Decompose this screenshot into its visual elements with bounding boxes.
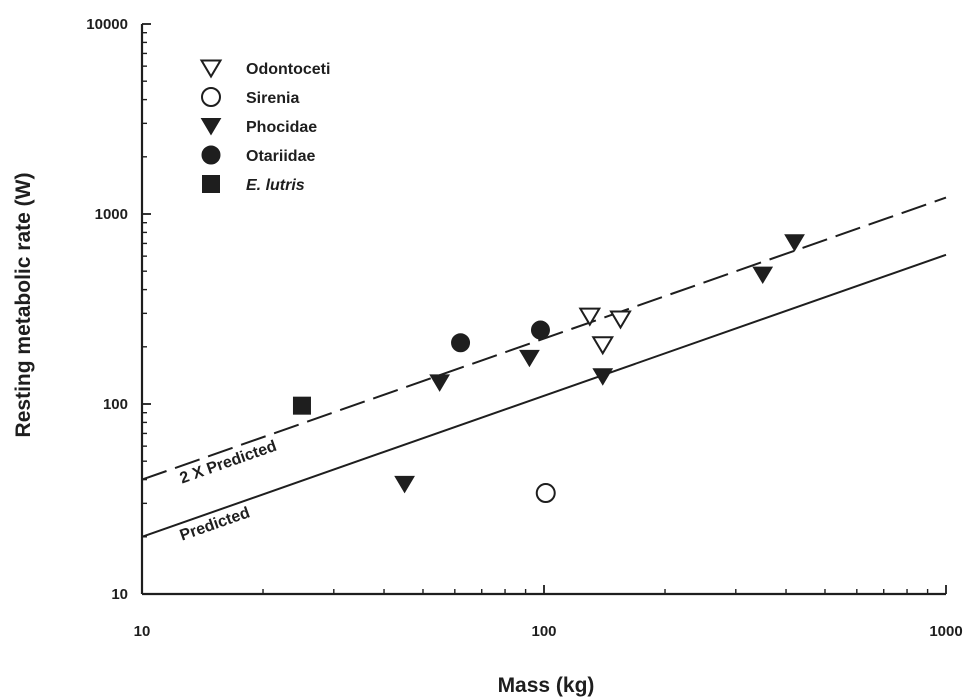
y-tick-label: 10 — [111, 586, 128, 603]
odontoceti-point — [591, 336, 615, 356]
legend-marker-otariidae — [201, 145, 221, 165]
x-tick-label: 100 — [531, 623, 556, 640]
x-axis-title: Mass (kg) — [498, 674, 595, 697]
legend-marker-sirenia — [201, 87, 221, 107]
phocidae-point — [429, 374, 451, 392]
legend: Odontoceti Sirenia Phocidae Otariidae E. lut… — [199, 59, 330, 194]
e-lutris-point — [292, 396, 311, 415]
data-points — [292, 234, 805, 504]
legend-label-phocidae: Phocidae — [246, 119, 317, 136]
odontoceti-point — [609, 310, 632, 330]
y-tick-label: 10000 — [86, 16, 128, 33]
legend-label-odontoceti: Odontoceti — [246, 61, 330, 78]
y-tick-label: 100 — [103, 396, 128, 413]
legend-label-otariidae: Otariidae — [246, 148, 315, 165]
legend-marker-e-lutris — [202, 175, 220, 193]
phocidae-point — [784, 234, 805, 252]
legend-label-sirenia: Sirenia — [246, 90, 299, 107]
legend-label-e-lutris: E. lutris — [246, 177, 305, 194]
x-tick-label: 1000 — [929, 623, 962, 640]
predicted-line — [141, 253, 947, 538]
legend-marker-odontoceti — [199, 59, 223, 79]
axes: 10 100 1000 10 100 1000 10000 — [86, 16, 962, 640]
otariidae-point — [451, 333, 471, 353]
y-axis-title: Resting metabolic rate (W) — [12, 173, 35, 438]
otariidae-point — [530, 320, 550, 340]
odontoceti-point — [578, 307, 602, 327]
legend-marker-phocidae — [200, 118, 222, 136]
phocidae-point — [519, 349, 540, 368]
y-tick-label: 1000 — [95, 206, 128, 223]
sirenia-point — [535, 483, 556, 504]
phocidae-point — [394, 475, 415, 494]
phocidae-point — [592, 368, 614, 386]
x-tick-label: 10 — [134, 623, 151, 640]
phocidae-point — [752, 266, 774, 285]
